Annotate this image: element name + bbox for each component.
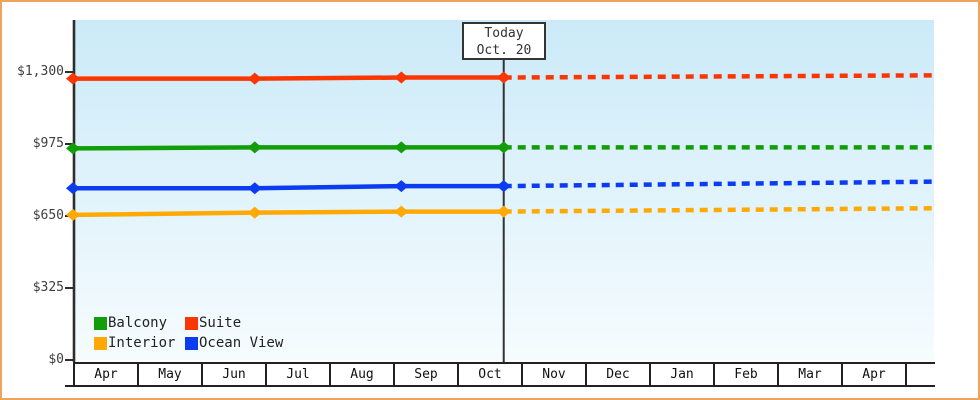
today-flag-title: Today	[484, 26, 524, 41]
month-cell-blank-13	[905, 364, 934, 386]
data-point-balcony	[247, 141, 262, 154]
month-cell-feb-10: Feb	[713, 364, 777, 386]
month-cell-apr-12: Apr	[841, 364, 905, 386]
month-cell-dec-8: Dec	[585, 364, 649, 386]
series-forecast-ocean-view	[503, 179, 935, 189]
legend-label: Suite	[199, 315, 242, 331]
data-point-suite	[247, 72, 262, 85]
series-line-suite	[73, 75, 504, 81]
month-cell-oct-6: Oct	[457, 364, 521, 386]
data-point-suite	[66, 72, 80, 85]
data-point-balcony	[496, 141, 511, 154]
month-cell-mar-11: Mar	[777, 364, 841, 386]
legend-label: Ocean View	[199, 335, 284, 351]
month-cell-jan-9: Jan	[649, 364, 713, 386]
legend-label: Interior	[108, 335, 176, 351]
month-cell-jul-3: Jul	[265, 364, 329, 386]
data-point-interior	[66, 208, 80, 221]
data-point-ocean-view	[247, 182, 262, 195]
series-line-balcony	[72, 145, 504, 151]
y-tick-label: $650	[32, 208, 64, 223]
data-point-suite	[496, 71, 511, 84]
legend-item-interior: Interior	[94, 335, 175, 351]
x-axis-baseline	[65, 385, 935, 387]
legend-label: Balcony	[108, 315, 168, 331]
today-flag: Today Oct. 20	[462, 22, 546, 60]
data-point-balcony	[66, 142, 80, 155]
x-axis-month-row: Apr May Jun Jul Aug Sep Oct Nov Dec Jan Feb Mar Apr	[73, 362, 935, 386]
data-point-interior	[247, 206, 262, 219]
legend-swatch-ocean-view	[185, 336, 198, 350]
y-tick-label: $0	[48, 352, 64, 367]
data-point-ocean-view	[496, 180, 511, 193]
data-point-balcony	[394, 141, 409, 154]
month-cell-may-1: May	[137, 364, 201, 386]
series-line-interior	[72, 209, 504, 218]
data-point-ocean-view	[394, 180, 409, 193]
data-point-interior	[394, 205, 409, 218]
series-line-ocean-view	[73, 183, 504, 191]
today-flag-date: Oct. 20	[476, 43, 532, 58]
month-cell-sep-5: Sep	[393, 364, 457, 386]
y-tick-label: $975	[32, 136, 64, 151]
legend-item-ocean-view: Ocean View	[185, 335, 283, 351]
month-cell-aug-4: Aug	[329, 364, 393, 386]
series-forecast-interior	[503, 205, 935, 214]
month-cell-jun-2: Jun	[201, 364, 265, 386]
data-point-ocean-view	[66, 182, 80, 195]
legend-swatch-suite	[185, 316, 198, 330]
data-point-interior	[496, 205, 511, 218]
series-forecast-suite	[503, 73, 935, 80]
y-tick-label: $1,300	[17, 64, 64, 79]
y-tick-label: $325	[32, 280, 64, 295]
month-cell-apr-0: Apr	[73, 364, 137, 386]
legend-swatch-interior	[94, 336, 107, 350]
legend-swatch-balcony	[94, 316, 107, 330]
legend-item-balcony: Balcony	[94, 315, 167, 331]
legend-item-suite: Suite	[185, 315, 241, 331]
data-point-suite	[394, 71, 409, 84]
month-cell-nov-7: Nov	[521, 364, 585, 386]
